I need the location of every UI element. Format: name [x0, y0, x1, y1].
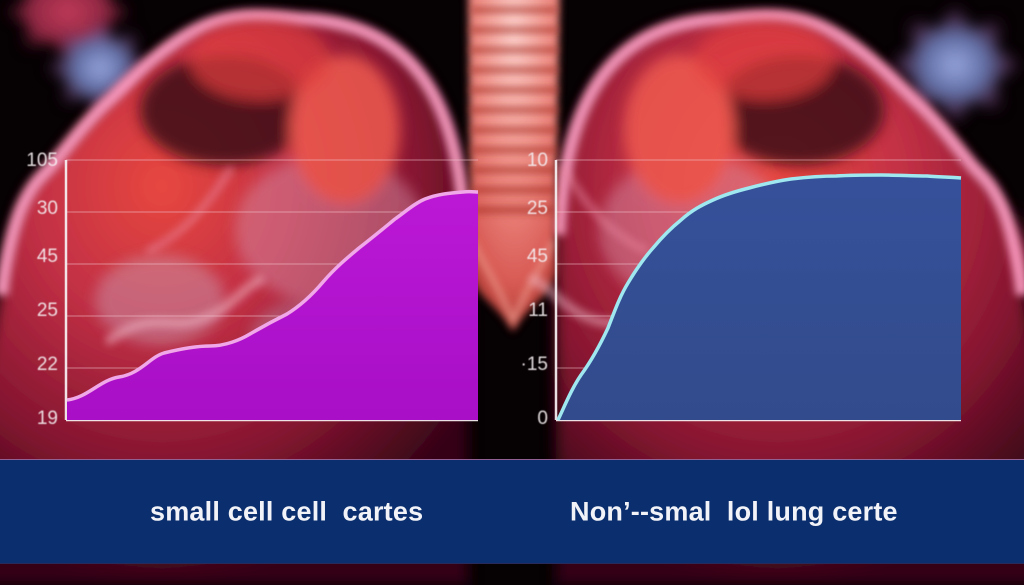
svg-text:10: 10	[527, 150, 548, 171]
svg-text:22: 22	[37, 354, 58, 375]
svg-text:19: 19	[37, 408, 58, 429]
svg-text:105: 105	[26, 150, 58, 171]
svg-text:0: 0	[537, 408, 548, 429]
svg-text:30: 30	[37, 198, 58, 219]
svg-text:25: 25	[37, 300, 58, 321]
svg-text:25: 25	[527, 198, 548, 219]
svg-text:45: 45	[527, 246, 548, 267]
svg-text:·15: ·15	[521, 354, 548, 375]
svg-text:11: 11	[528, 300, 548, 321]
svg-text:45: 45	[37, 246, 58, 267]
